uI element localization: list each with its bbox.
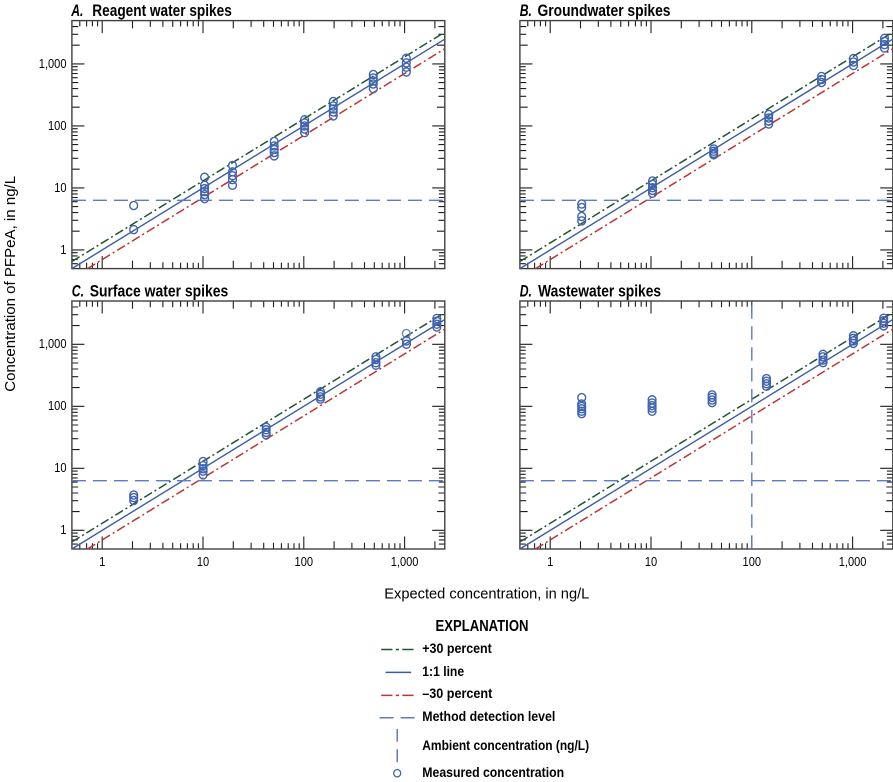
svg-text:Expected concentration, in ng/: Expected concentration, in ng/L (384, 587, 589, 603)
svg-text:Method detection level: Method detection level (422, 709, 555, 724)
svg-text:1:1 line: 1:1 line (422, 664, 464, 679)
svg-text:Surface water spikes: Surface water spikes (90, 282, 229, 301)
svg-text:1: 1 (60, 522, 66, 537)
svg-text:Ambient concentration (ng/L): Ambient concentration (ng/L) (422, 738, 589, 753)
svg-text:100: 100 (295, 554, 314, 569)
svg-text:1,000: 1,000 (39, 56, 67, 71)
svg-text:EXPLANATION: EXPLANATION (436, 618, 529, 635)
svg-text:1,000: 1,000 (391, 554, 419, 569)
svg-text:100: 100 (743, 554, 762, 569)
svg-text:1,000: 1,000 (39, 336, 67, 351)
svg-text:10: 10 (54, 180, 66, 195)
svg-text:D.: D. (520, 282, 532, 301)
svg-text:10: 10 (197, 554, 209, 569)
svg-text:1: 1 (99, 554, 105, 569)
svg-text:B.: B. (520, 1, 532, 20)
svg-text:100: 100 (48, 398, 67, 413)
svg-text:10: 10 (54, 460, 66, 475)
svg-text:1,000: 1,000 (839, 554, 867, 569)
svg-text:1: 1 (547, 554, 553, 569)
svg-text:10: 10 (645, 554, 657, 569)
svg-text:Reagent water spikes: Reagent water spikes (92, 1, 232, 20)
svg-text:+30 percent: +30 percent (422, 641, 492, 656)
svg-text:Groundwater spikes: Groundwater spikes (538, 1, 671, 20)
svg-text:Concentration of PFPeA, in ng/: Concentration of PFPeA, in ng/L (3, 176, 19, 392)
svg-text:1: 1 (60, 242, 66, 257)
svg-text:Measured concentration: Measured concentration (422, 765, 564, 780)
svg-text:–30 percent: –30 percent (422, 686, 493, 701)
svg-text:C.: C. (72, 282, 84, 301)
svg-text:A.: A. (70, 1, 83, 20)
svg-text:Wastewater spikes: Wastewater spikes (538, 282, 661, 301)
svg-text:100: 100 (48, 118, 67, 133)
